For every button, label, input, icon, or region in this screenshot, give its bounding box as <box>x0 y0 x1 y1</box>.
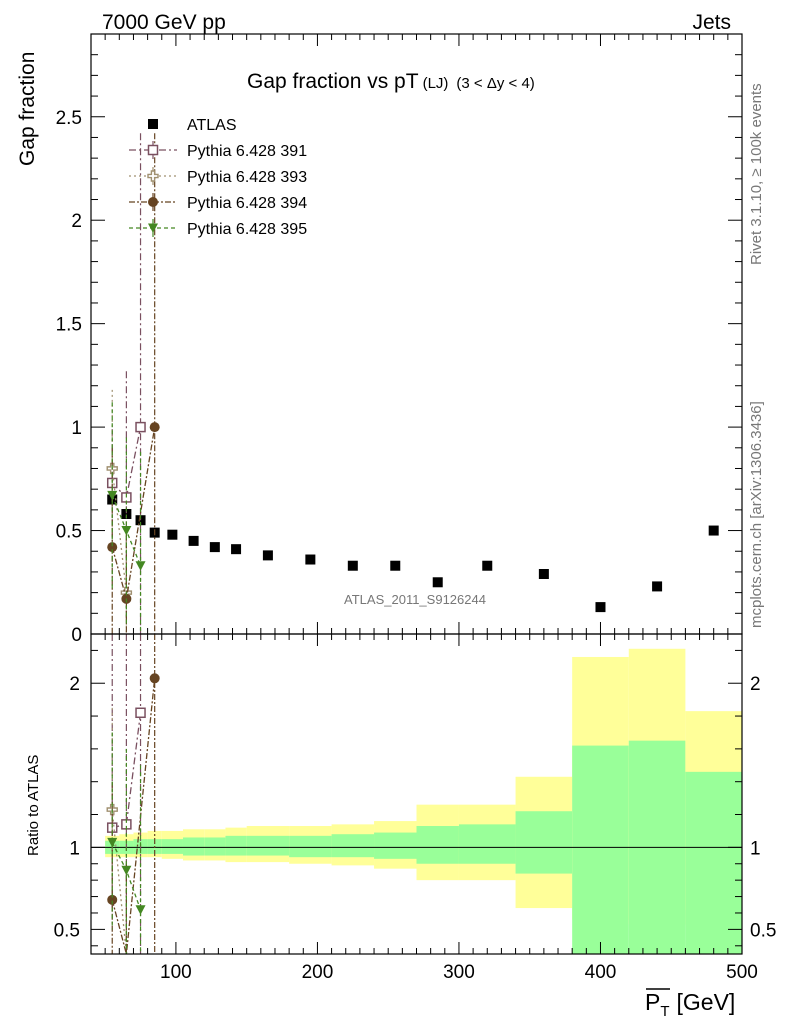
band-inner-bin <box>685 771 742 954</box>
axis-ticks: 100 200 300 400 500 0 0.5 1 1.5 2 2.5 0.5 0.5 1 1 2 2 <box>54 33 776 983</box>
band-inner-bin <box>204 837 226 856</box>
series-line-bottom <box>111 809 128 955</box>
y-axis-label-top: Gap fraction <box>16 52 39 166</box>
band-inner-bin <box>161 839 183 854</box>
series-point-bottom <box>121 865 132 876</box>
series-point-bottom <box>107 837 118 848</box>
legend-marker <box>148 223 158 233</box>
header-right: Jets <box>692 11 731 34</box>
series-point-top <box>121 526 132 536</box>
legend-marker <box>148 197 158 207</box>
series-point-top <box>135 421 146 433</box>
series-point-top <box>149 422 160 433</box>
band-inner-bin <box>289 835 332 858</box>
series-line-top <box>111 426 156 599</box>
legend-item: Pythia 6.428 391 <box>129 141 307 160</box>
x-axis-label-unit: [GeV] <box>677 989 736 1015</box>
y-axis-label-bottom: Ratio to ATLAS <box>25 755 42 856</box>
y-tick-label-bottom: 1 <box>69 838 80 859</box>
atlas-point <box>231 544 242 555</box>
legend-marker <box>147 144 159 156</box>
x-axis-label: PT [GeV] <box>645 989 735 1020</box>
atlas-point <box>652 581 663 592</box>
series-p395 <box>107 402 146 954</box>
legend-label: ATLAS <box>187 117 237 134</box>
series-point-bottom <box>135 707 146 719</box>
legend-label: Pythia 6.428 393 <box>187 169 307 186</box>
band-inner-bin <box>416 826 459 864</box>
legend-marker <box>148 119 158 129</box>
y-tick-label-bottom: 0.5 <box>54 920 80 941</box>
series-point-top <box>135 561 146 571</box>
legend-label: Pythia 6.428 395 <box>187 221 307 238</box>
legend: ATLAS Pythia 6.428 391 Pythia 6.428 393 Pyt… <box>129 117 307 238</box>
y-tick-label-top: 0.5 <box>56 522 82 543</box>
band-inner-bin <box>572 745 629 954</box>
chart-title: Gap fraction vs pT (LJ) (3 < Δy < 4) <box>247 70 535 93</box>
chart-title-sub: (LJ) <box>423 75 449 92</box>
atlas-point <box>121 509 132 519</box>
x-tick-label: 100 <box>160 962 192 983</box>
atlas-point <box>482 560 493 571</box>
band-inner-bin <box>182 837 205 856</box>
series-point-top <box>107 542 118 553</box>
band-inner-bin <box>374 832 417 859</box>
atlas-point <box>390 560 401 571</box>
x-tick-label: 400 <box>585 962 617 983</box>
y-tick-label-top: 1 <box>71 418 82 439</box>
series-line-top <box>111 468 128 593</box>
series-point-bottom <box>107 894 118 905</box>
legend-item: Pythia 6.428 393 <box>129 167 307 186</box>
legend-item: Pythia 6.428 395 <box>129 219 307 238</box>
x-tick-label: 300 <box>443 962 475 983</box>
data-series <box>106 133 719 955</box>
band-inner-bin <box>515 811 573 874</box>
chart-title-main: Gap fraction vs pT <box>247 70 419 93</box>
legend-marker <box>147 170 159 182</box>
legend-item: ATLAS <box>148 117 237 134</box>
atlas-point <box>305 554 316 565</box>
atlas-point <box>167 529 178 540</box>
atlas-point <box>595 602 606 613</box>
atlas-point <box>262 550 273 561</box>
legend-label: Pythia 6.428 391 <box>187 143 307 160</box>
legend-label: Pythia 6.428 394 <box>187 195 307 212</box>
series-point-bottom <box>135 905 146 915</box>
y-tick-label-top: 2.5 <box>56 108 82 129</box>
band-inner-bin <box>458 824 516 864</box>
rivet-label: Rivet 3.1.10, ≥ 100k events <box>748 83 765 265</box>
band-inner-bin <box>246 835 290 856</box>
legend-item: Pythia 6.428 394 <box>129 193 307 212</box>
series-point-bottom <box>149 673 160 684</box>
atlas-point <box>538 569 549 579</box>
atlas-point <box>347 560 358 571</box>
y-tick-label-bottom-right: 2 <box>750 674 761 695</box>
y-tick-label-bottom-right: 0.5 <box>750 920 776 941</box>
atlas-point <box>708 525 719 536</box>
y-tick-label-top: 2 <box>71 211 82 232</box>
y-tick-label-top: 0 <box>71 625 82 646</box>
series-point-top <box>107 490 118 501</box>
mcplots-label: mcplots.cern.ch [arXiv:1306.3436] <box>748 401 765 628</box>
chart-title-range: (3 < Δy < 4) <box>456 75 534 92</box>
uncertainty-bands <box>105 648 742 954</box>
atlas-point <box>432 577 443 588</box>
series-line-bottom <box>111 678 156 955</box>
x-tick-label: 500 <box>726 962 758 983</box>
analysis-watermark: ATLAS_2011_S9126244 <box>344 592 486 607</box>
y-tick-label-bottom: 2 <box>69 674 80 695</box>
band-inner-bin <box>225 835 247 856</box>
header-left: 7000 GeV pp <box>102 11 226 34</box>
band-inner-bin <box>331 834 375 858</box>
atlas-point <box>209 542 220 553</box>
x-axis-label-sub: T <box>660 1003 669 1020</box>
y-tick-label-bottom-right: 1 <box>750 838 761 859</box>
x-tick-label: 200 <box>302 962 334 983</box>
y-tick-label-top: 1.5 <box>56 315 82 336</box>
atlas-point <box>188 535 199 546</box>
x-axis-label-main: P <box>645 989 660 1015</box>
legend-marker-shape <box>147 170 159 182</box>
